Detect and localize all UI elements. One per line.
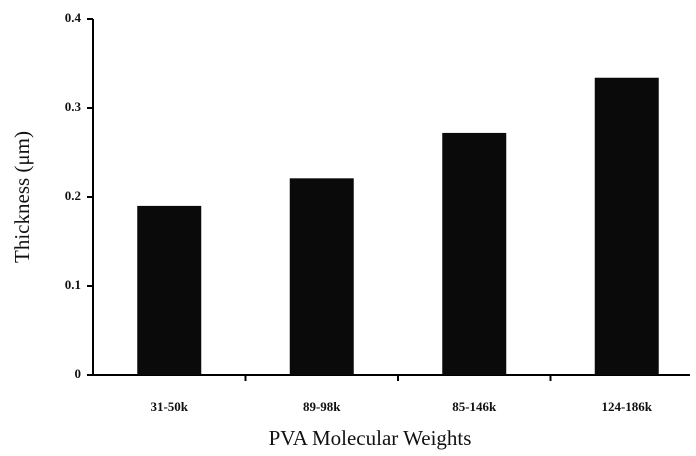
x-tick-label: 85-146k bbox=[452, 399, 497, 414]
x-axis-label: PVA Molecular Weights bbox=[269, 426, 472, 450]
y-tick-label: 0 bbox=[75, 366, 82, 381]
bar bbox=[442, 132, 507, 375]
x-tick-label: 124-186k bbox=[601, 399, 652, 414]
bar bbox=[289, 178, 354, 375]
x-tick-label: 89-98k bbox=[303, 399, 341, 414]
y-tick-label: 0.1 bbox=[65, 277, 81, 292]
y-tick-label: 0.2 bbox=[65, 188, 81, 203]
y-tick-label: 0.3 bbox=[65, 99, 82, 114]
x-tick-label: 31-50k bbox=[150, 399, 188, 414]
y-tick-label: 0.4 bbox=[65, 10, 82, 25]
y-axis-label: Thickness (μm) bbox=[10, 131, 34, 263]
bar bbox=[594, 77, 659, 376]
bar bbox=[137, 205, 202, 375]
